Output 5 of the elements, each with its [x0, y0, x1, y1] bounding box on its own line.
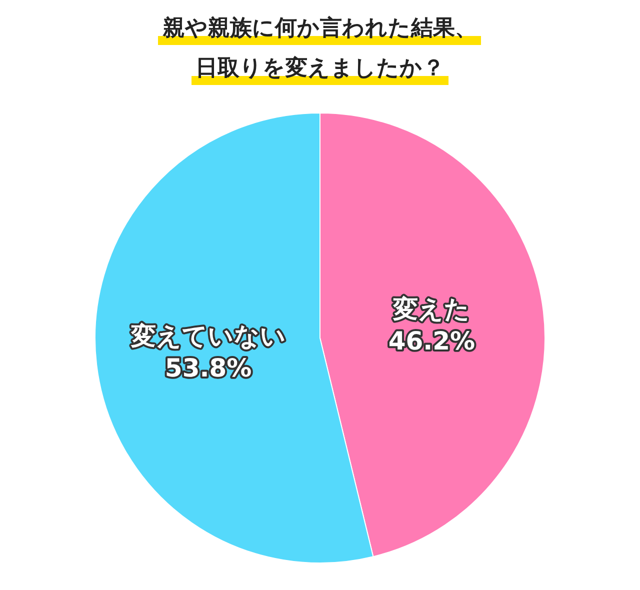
chart-title: 親や親族に何か言われた結果、日取りを変えましたか？ — [162, 15, 477, 81]
slice-label: 変えていない — [130, 321, 286, 350]
data-label: 46.2% — [388, 326, 476, 356]
slice-label: 変えた — [392, 294, 470, 324]
data-label: 53.8% — [164, 353, 252, 382]
